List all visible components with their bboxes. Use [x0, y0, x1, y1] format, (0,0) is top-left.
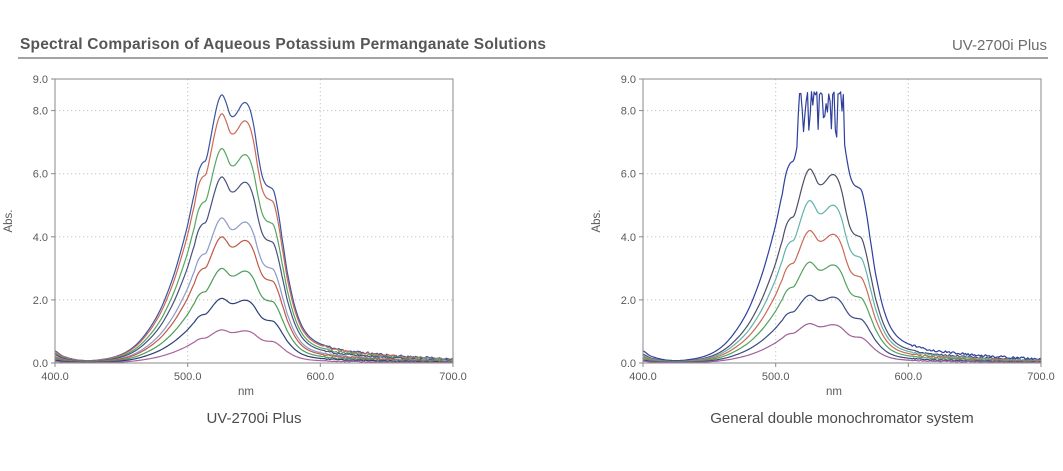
- y-tick-label: 6.0: [621, 169, 636, 181]
- chart-general-double-monochromator: 9.0 8.0 6.0 4.0 2.0 0.0 400.0 500.0 600.0 700.0 Ab…: [588, 62, 1063, 427]
- series-line-curve-7: [54, 267, 454, 363]
- x-tick-label: 600.0: [307, 371, 335, 383]
- series-line-curve-8: [54, 297, 454, 364]
- series-line-curve-4: [642, 229, 1042, 363]
- x-tick-label: 600.0: [895, 371, 923, 383]
- header-model-label: UV-2700i Plus: [951, 37, 1047, 54]
- x-tick-label: 700.0: [439, 371, 467, 383]
- y-tick-label: 0.0: [33, 358, 48, 370]
- series-line-curve-9: [54, 329, 454, 364]
- x-tick-label: 500.0: [174, 371, 202, 383]
- x-axis-label: nm: [238, 386, 254, 398]
- y-tick-label: 0.0: [621, 358, 636, 370]
- series-line-curve-1: [642, 91, 1042, 362]
- y-tick-label: 8.0: [33, 106, 48, 118]
- series-line-curve-6: [642, 294, 1042, 363]
- series-line-curve-6: [54, 236, 454, 363]
- y-tick-label: 4.0: [33, 232, 48, 244]
- y-tick-label: 4.0: [621, 232, 636, 244]
- x-tick-label: 700.0: [1027, 371, 1055, 383]
- x-tick-label: 400.0: [41, 371, 69, 383]
- chart-uv2700i-plus: 9.0 8.0 6.0 4.0 2.0 0.0 400.0 500.0 600.0 700.0 Ab…: [0, 62, 475, 427]
- y-tick-label: 8.0: [621, 106, 636, 118]
- y-tick-label: 2.0: [33, 295, 48, 307]
- x-axis-label: nm: [826, 386, 842, 398]
- series-line-curve-7: [642, 322, 1042, 364]
- series-line-curve-1: [54, 94, 454, 362]
- y-tick-label: 9.0: [621, 74, 636, 86]
- y-axis-label: Abs.: [591, 209, 603, 232]
- series-line-curve-3: [54, 147, 454, 362]
- plot-frame: [642, 78, 1042, 364]
- y-tick-label: 6.0: [33, 169, 48, 181]
- series-line-curve-3: [642, 199, 1042, 363]
- chart-general-double-monochromator-plot: 9.0 8.0 6.0 4.0 2.0 0.0 400.0 500.0 600.0 700.0 Ab…: [588, 62, 1063, 402]
- series-line-curve-5: [54, 217, 454, 363]
- plot-frame: [54, 78, 454, 364]
- header-divider: [18, 57, 1048, 59]
- y-axis-label: Abs.: [3, 209, 15, 232]
- y-tick-label: 9.0: [33, 74, 48, 86]
- page-title: Spectral Comparison of Aqueous Potassium…: [20, 36, 547, 53]
- chart-uv2700i-plus-caption: UV-2700i Plus: [206, 410, 302, 427]
- chart-general-double-monochromator-caption: General double monochromator system: [710, 410, 974, 427]
- x-tick-label: 400.0: [629, 371, 657, 383]
- y-tick-label: 2.0: [621, 295, 636, 307]
- series-line-curve-5: [642, 261, 1042, 363]
- series-line-curve-4: [54, 176, 453, 362]
- chart-uv2700i-plus-plot: 9.0 8.0 6.0 4.0 2.0 0.0 400.0 500.0 600.0 700.0 Ab…: [0, 62, 475, 402]
- x-tick-label: 500.0: [762, 371, 790, 383]
- series-line-curve-2: [642, 168, 1042, 362]
